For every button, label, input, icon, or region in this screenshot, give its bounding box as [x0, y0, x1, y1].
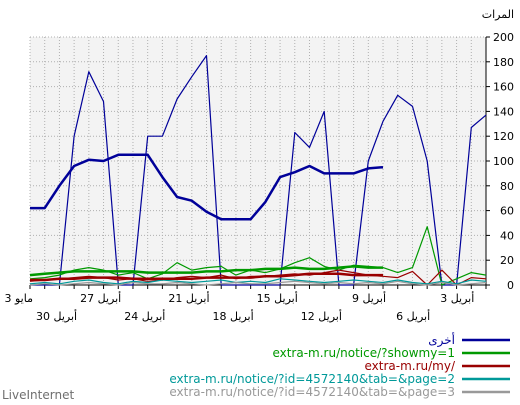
y-tick-label: 20: [500, 254, 514, 267]
legend-label: أخرى: [428, 332, 455, 348]
y-tick-label: 40: [500, 229, 514, 242]
legend-label: extra-m.ru/notice/?showmy=1: [272, 346, 455, 360]
x-tick-label: 6 أبريل: [396, 309, 430, 323]
series-average-line: [30, 272, 383, 282]
y-tick-label: 140: [493, 105, 514, 118]
x-tick-label: 18 أبريل: [213, 309, 254, 323]
x-tick-label: 3 مايو: [5, 292, 34, 305]
y-tick-label: 160: [493, 81, 514, 94]
legend-label: extra-m.ru/my/: [364, 359, 455, 373]
y-tick-label: 180: [493, 56, 514, 69]
x-tick-label: 30 أبريل: [36, 309, 77, 323]
x-tick-label: 15 أبريل: [257, 291, 298, 305]
series-line: [29, 278, 487, 285]
x-tick-label: 9 أبريل: [352, 291, 386, 305]
legend-label: extra-m.ru/notice/?id=4572140&tab=&page=…: [169, 385, 455, 399]
y-tick-label: 60: [500, 205, 514, 218]
series-average-line: [29, 265, 383, 277]
x-tick-label: 12 أبريل: [301, 309, 342, 323]
y-tick-label: 100: [493, 155, 514, 168]
footer-brand: LiveInternet: [2, 388, 75, 402]
x-tick-label: 27 أبريل: [80, 291, 121, 305]
series-line: [30, 55, 487, 286]
x-tick-label: 21 أبريل: [168, 291, 209, 305]
y-tick-label: 120: [493, 130, 514, 143]
y-tick-label: 200: [493, 31, 514, 44]
series-line: [29, 280, 487, 286]
series-average-line: [30, 153, 384, 221]
y-axis-title: المرات: [482, 8, 514, 21]
x-tick-label: 3 أبريل: [440, 291, 474, 305]
y-tick-label: 0: [507, 279, 514, 292]
x-tick-label: 24 أبريل: [124, 309, 165, 323]
y-tick-label: 80: [500, 180, 514, 193]
legend-label: extra-m.ru/notice/?id=4572140&tab=&page=…: [169, 372, 455, 386]
